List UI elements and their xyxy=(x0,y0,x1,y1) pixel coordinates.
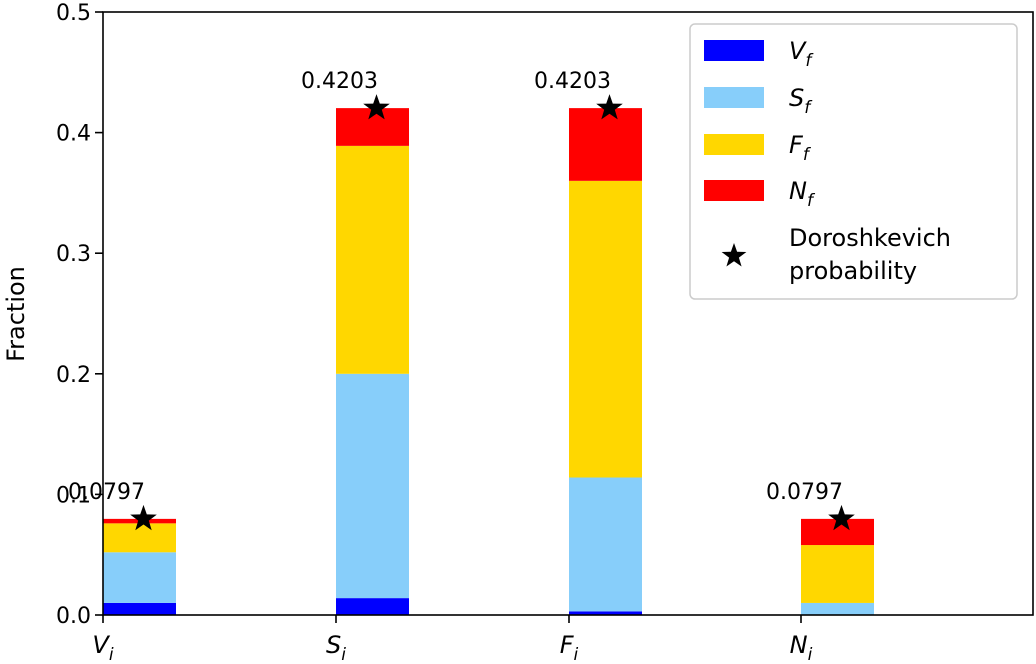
legend: Vf Sf Ff Nf Doroshkevich probability xyxy=(689,23,1018,300)
y-tick-label: 0.2 xyxy=(56,363,91,388)
legend-swatch-ff xyxy=(704,134,764,155)
legend-swatch-nf xyxy=(704,180,764,201)
marker-value-label: 0.4203 xyxy=(534,69,611,94)
legend-label-nf: Nf xyxy=(789,177,816,211)
star-marker xyxy=(130,504,157,531)
x-tick-label: Si xyxy=(326,631,346,664)
plot-frame xyxy=(102,11,1034,616)
y-tick-label: 0.0 xyxy=(56,604,91,629)
legend-label-ff: Ff xyxy=(789,131,812,165)
legend-label-doroshkevich-2: probability xyxy=(789,257,917,285)
marker-layer: 0.0797 0.4203 0.4203 0.0797 xyxy=(68,69,855,531)
legend-label-doroshkevich-1: Doroshkevich xyxy=(789,224,951,252)
star-marker xyxy=(828,504,855,531)
marker-value-label: 0.0797 xyxy=(766,480,843,505)
y-tick-label: 0.3 xyxy=(56,242,91,267)
y-tick-label: 0.5 xyxy=(56,1,91,26)
bar-sf-fi xyxy=(569,477,642,612)
y-axis: 0.0 0.1 0.2 0.3 0.4 0.5 xyxy=(56,1,103,629)
x-axis: Vi Si Fi Ni xyxy=(92,615,813,664)
marker-value-label: 0.0797 xyxy=(68,480,145,505)
legend-swatch-sf xyxy=(704,87,764,108)
bar-vf-fi xyxy=(569,611,642,615)
bar-ff-ni xyxy=(801,545,874,603)
x-tick-label: Ni xyxy=(790,631,813,664)
star-marker xyxy=(596,94,623,120)
bar-sf-ni xyxy=(801,602,874,615)
bar-vf-si xyxy=(336,598,409,615)
bar-ff-vi xyxy=(103,523,176,553)
bar-nf-fi xyxy=(569,108,642,181)
bar-sf-si xyxy=(336,373,409,599)
bar-ff-fi xyxy=(569,180,642,478)
bar-sf-vi xyxy=(103,552,176,603)
marker-value-label: 0.4203 xyxy=(301,69,378,94)
legend-label-vf: Vf xyxy=(789,37,814,71)
y-tick-label: 0.4 xyxy=(56,122,91,147)
x-tick-label: Fi xyxy=(560,631,579,664)
legend-box xyxy=(689,23,1018,300)
legend-star-icon xyxy=(721,243,747,267)
bar-ff-si xyxy=(336,145,409,374)
bars-layer xyxy=(103,108,874,615)
y-axis-label: Fraction xyxy=(2,266,30,362)
legend-swatch-vf xyxy=(704,40,764,61)
bar-vf-vi xyxy=(103,602,176,615)
legend-label-sf: Sf xyxy=(789,84,813,118)
y-tick-label: 0.1 xyxy=(56,483,91,508)
star-marker xyxy=(363,94,390,120)
x-tick-label: Vi xyxy=(92,631,113,664)
